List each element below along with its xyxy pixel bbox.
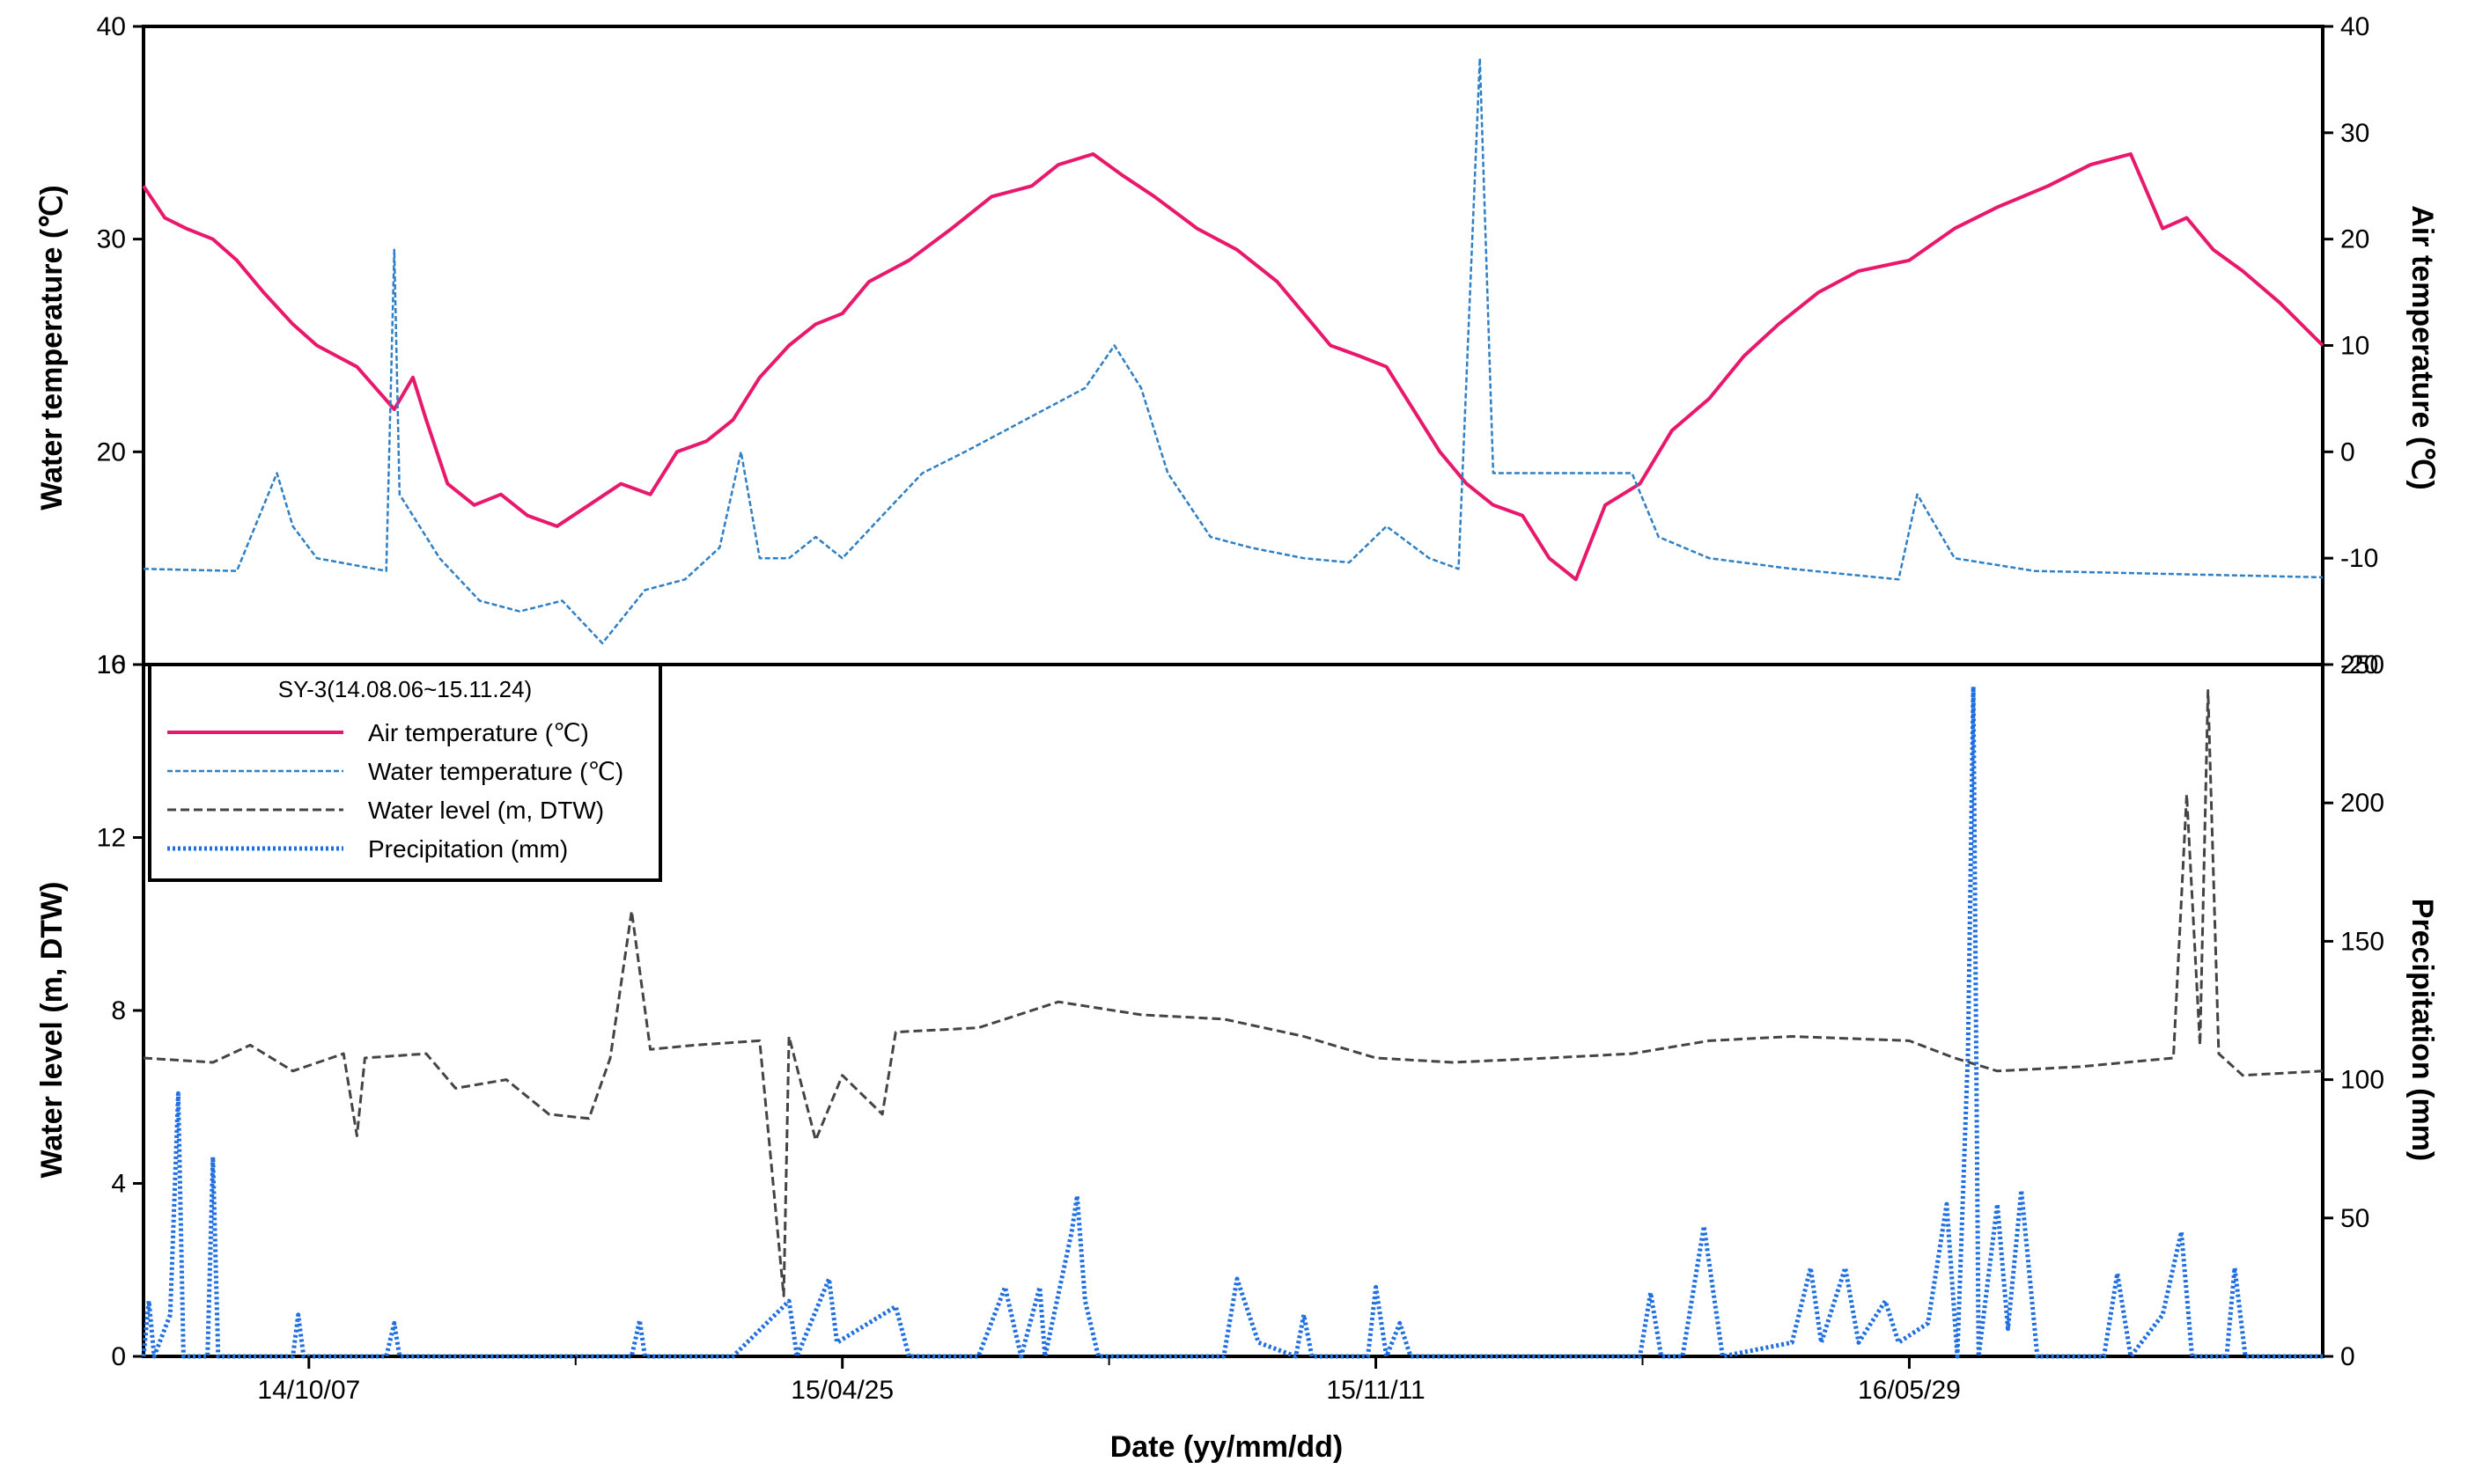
left-tick-label: 30 [97,225,126,254]
left-tick-label: 12 [97,824,126,853]
legend-entries: Air temperature (℃) Water temperature (℃)… [167,719,623,863]
right-tick-label: 0 [2340,437,2355,467]
x-tick-label: 14/10/07 [257,1376,360,1405]
lower-panel: 0 4 8 12 16 0 50 100 150 200 250 [97,650,2384,1371]
lower-right-axis-title: Precipitation (mm) [2405,899,2439,1161]
upper-left-axis-title: Water temperature (℃) [35,185,69,510]
legend-box [148,663,662,882]
series-line [141,684,2323,1359]
lower-left-axis-title: Water level (m, DTW) [35,882,69,1179]
left-tick-label: 20 [97,437,126,467]
x-tick-label: 15/04/25 [791,1376,894,1405]
left-tick-label: 0 [111,1342,126,1371]
legend-label: Water level (m, DTW) [368,797,604,824]
series-line [143,57,2324,645]
legend-label: Precipitation (mm) [368,835,568,863]
legend: SY-3(14.08.06~15.11.24) Air temperature … [148,663,662,882]
x-axis: 14/10/07 15/04/25 15/11/11 16/05/29 [257,1356,1961,1405]
right-tick-label: 150 [2340,927,2384,956]
right-tick-label: 20 [2340,225,2369,254]
right-tick-label: -20 [2340,650,2378,680]
right-tick-label: 200 [2340,789,2384,818]
legend-label: Water temperature (℃) [368,758,623,785]
upper-right-axis-title: Air temperature (℃) [2405,205,2439,489]
series-line [143,689,2324,1297]
right-tick-label: 40 [2340,12,2369,41]
right-tick-label: -10 [2340,544,2378,573]
x-axis-title: Date (yy/mm/dd) [1110,1430,1344,1464]
left-tick-label: 10 [97,650,126,680]
legend-title: SY-3(14.08.06~15.11.24) [278,676,532,702]
x-tick-label: 15/11/11 [1326,1376,1425,1405]
legend-label: Air temperature (℃) [368,719,589,746]
right-tick-label: 10 [2340,332,2369,361]
right-tick-label: 0 [2340,1342,2355,1371]
x-tick-label: 16/05/29 [1858,1376,1961,1405]
left-tick-label: 40 [97,12,126,41]
left-tick-label: 16 [97,650,126,680]
series-line [142,152,2324,582]
right-tick-label: 30 [2340,119,2369,148]
right-tick-label: 250 [2340,650,2384,680]
right-tick-label: 100 [2340,1066,2384,1095]
left-tick-label: 8 [111,996,126,1025]
left-tick-label: 4 [111,1170,126,1199]
right-tick-label: 50 [2340,1204,2369,1233]
